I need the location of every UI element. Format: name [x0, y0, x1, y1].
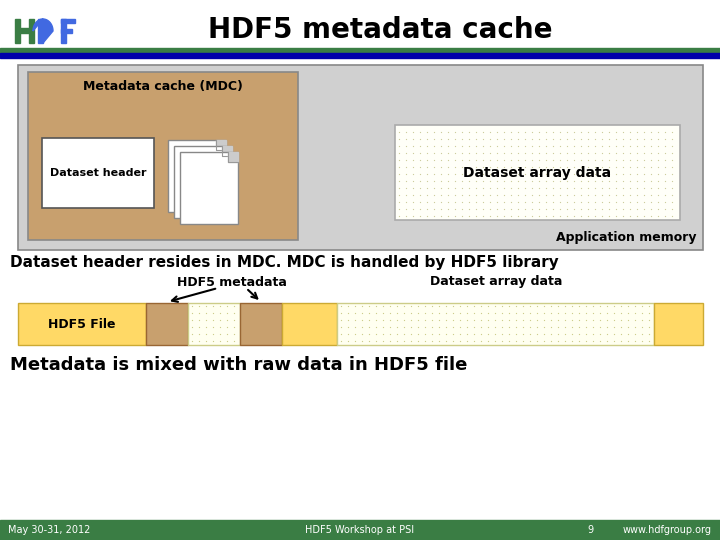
Bar: [61, 29, 72, 33]
Text: Dataset array data: Dataset array data: [430, 275, 562, 288]
Bar: [0, 53, 720, 58]
Bar: [240, 303, 282, 345]
Bar: [29, 19, 34, 43]
Bar: [61, 19, 66, 43]
Text: HDF5 Workshop at PSI: HDF5 Workshop at PSI: [305, 525, 415, 535]
Bar: [146, 303, 188, 345]
Text: Metadata cache (MDC): Metadata cache (MDC): [83, 80, 243, 93]
Text: May 30-31, 2012: May 30-31, 2012: [8, 525, 91, 535]
Bar: [20, 28, 29, 33]
Bar: [654, 303, 703, 345]
Bar: [282, 303, 337, 345]
Bar: [174, 146, 232, 218]
Bar: [18, 303, 146, 345]
Polygon shape: [33, 19, 53, 43]
Bar: [180, 152, 238, 224]
Text: Metadata is mixed with raw data in HDF5 file: Metadata is mixed with raw data in HDF5 …: [10, 356, 467, 374]
Text: Dataset array data: Dataset array data: [464, 165, 611, 179]
Bar: [38, 19, 43, 43]
Bar: [0, 0, 720, 50]
Bar: [395, 125, 680, 220]
Polygon shape: [222, 146, 232, 156]
Bar: [168, 140, 226, 212]
Text: HDF5 File: HDF5 File: [48, 318, 116, 330]
Text: Dataset header: Dataset header: [50, 168, 146, 178]
Text: www.hdfgroup.org: www.hdfgroup.org: [623, 525, 712, 535]
Polygon shape: [216, 140, 226, 150]
Bar: [15, 19, 20, 43]
Bar: [0, 520, 720, 540]
Polygon shape: [228, 152, 238, 162]
Bar: [188, 303, 240, 345]
Text: Application memory: Application memory: [557, 231, 697, 244]
Bar: [337, 303, 654, 345]
Bar: [28, 72, 298, 240]
Text: 9: 9: [587, 525, 593, 535]
Text: Dataset header resides in MDC. MDC is handled by HDF5 library: Dataset header resides in MDC. MDC is ha…: [10, 255, 559, 271]
Bar: [61, 19, 75, 23]
Bar: [18, 65, 703, 250]
Text: HDF5 metadata: HDF5 metadata: [177, 275, 287, 288]
Text: HDF5 metadata cache: HDF5 metadata cache: [208, 16, 552, 44]
Bar: [42, 138, 154, 208]
Bar: [0, 48, 720, 53]
